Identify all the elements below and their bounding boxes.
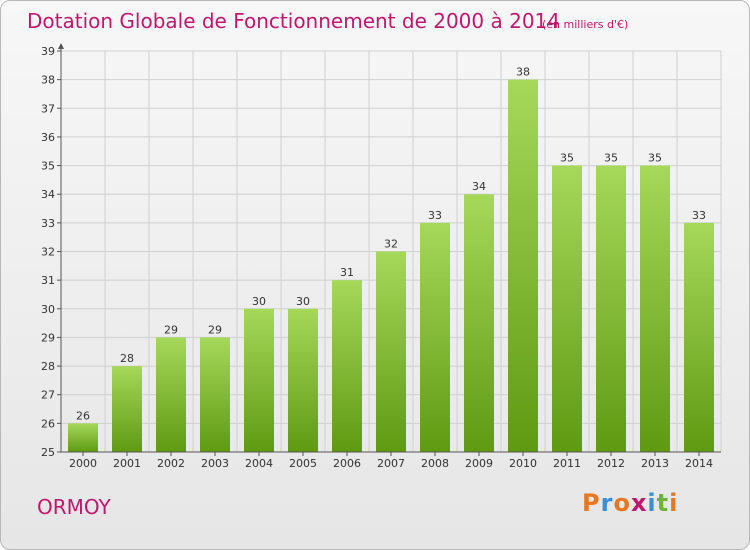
logo-letter: i [669,489,679,517]
y-tick-label: 35 [41,160,55,173]
bar-2000 [68,423,98,452]
x-tick-label-2012: 2012 [597,457,625,470]
y-tick-label: 39 [41,45,55,58]
data-label-2007: 32 [384,238,398,251]
bar-2002 [156,337,186,452]
y-tick-label: 33 [41,217,55,230]
x-tick-label-2002: 2002 [157,457,185,470]
x-tick-label-2006: 2006 [333,457,361,470]
bar-2004 [244,308,274,452]
bar-2012 [596,165,626,453]
bar-2010 [508,79,538,453]
x-tick-label-2008: 2008 [421,457,449,470]
chart-unit: (en milliers d'€) [542,18,629,31]
x-tick-label-2014: 2014 [685,457,713,470]
data-label-2006: 31 [340,266,354,279]
x-tick-label-2013: 2013 [641,457,669,470]
data-label-2009: 34 [472,180,486,193]
x-tick-label-2009: 2009 [465,457,493,470]
bar-2006 [332,280,362,452]
data-label-2005: 30 [296,295,310,308]
y-tick-label: 25 [41,446,55,459]
logo-letter: r [600,489,614,517]
bar-2011 [552,165,582,453]
bar-2005 [288,308,318,452]
x-tick-label-2005: 2005 [289,457,317,470]
logo-letter: i [647,489,657,517]
bar-2008 [420,222,450,452]
bar-2007 [376,251,406,452]
y-tick-label: 30 [41,303,55,316]
y-tick-label: 27 [41,389,55,402]
x-tick-label-2007: 2007 [377,457,405,470]
y-tick-label: 36 [41,131,55,144]
logo-letter: t [656,489,670,517]
y-tick-label: 29 [41,331,55,344]
x-tick-label-2000: 2000 [69,457,97,470]
data-label-2011: 35 [560,152,574,165]
y-tick-label: 34 [41,188,55,201]
y-tick-label: 37 [41,102,55,115]
bar-2013 [640,165,670,453]
logo-letter: o [613,489,631,517]
y-tick-label: 32 [41,246,55,259]
data-label-2001: 28 [120,352,134,365]
logo-letter: P [582,489,601,517]
proxiti-logo: Proxiti [582,489,678,517]
logo-letter: x [630,489,648,517]
bar-2003 [200,337,230,452]
bar-2014 [684,222,714,452]
axes: 25 26 27 28 29 30 31 32 33 34 35 36 37 38 39 2000 2001 20… [41,43,721,470]
x-tick-label-2010: 2010 [509,457,537,470]
y-axis-arrow [58,43,64,49]
data-label-2010: 38 [516,66,530,79]
data-label-2004: 30 [252,295,266,308]
bars: 26 28 29 29 30 30 31 32 33 34 38 35 35 35 33 [68,66,714,453]
x-tick-label-2001: 2001 [113,457,141,470]
y-tick-label: 31 [41,274,55,287]
y-tick-label: 26 [41,417,55,430]
x-tick-label-2004: 2004 [245,457,273,470]
data-label-2008: 33 [428,209,442,222]
y-tick-label: 38 [41,74,55,87]
chart-title: Dotation Globale de Fonctionnement de 20… [27,9,560,33]
data-label-2014: 33 [692,209,706,222]
bar-2009 [464,194,494,452]
y-tick-label: 28 [41,360,55,373]
x-tick-label-2011: 2011 [553,457,581,470]
data-label-2003: 29 [208,323,222,336]
bar-2001 [112,366,142,452]
data-label-2012: 35 [604,152,618,165]
data-label-2000: 26 [76,409,90,422]
place-name: ORMOY [37,495,111,519]
x-tick-label-2003: 2003 [201,457,229,470]
data-label-2002: 29 [164,323,178,336]
data-label-2013: 35 [648,152,662,165]
